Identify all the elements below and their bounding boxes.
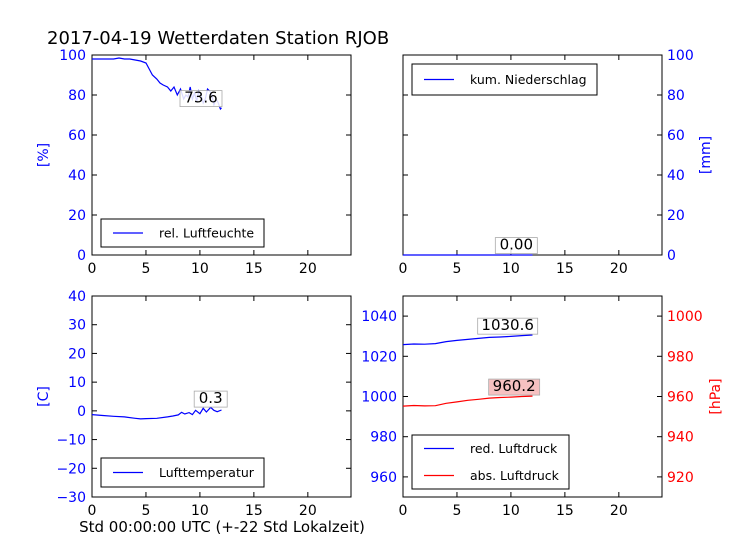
y-tick-label: 40 (68, 289, 86, 305)
y-tick-label: 960 (370, 470, 397, 486)
annotation-box (179, 90, 223, 107)
annotation-label: 0.00 (500, 236, 533, 254)
panel-top-right: 0 5 10 15 20 0 20 40 60 80 100 [mm] 0.00 kum. Nieders… (399, 48, 714, 277)
x-tick-label: 20 (610, 503, 628, 519)
y-tick-label: 80 (68, 88, 86, 104)
y-tick-label: 960 (667, 390, 694, 406)
y-tick-label: 1000 (667, 309, 703, 325)
y-tick-label: 30 (68, 318, 86, 334)
x-tick-label: 20 (299, 261, 317, 277)
y-tick-label: −10 (56, 433, 86, 449)
y-tick-label: 10 (68, 375, 86, 391)
x-tick-label: 0 (399, 261, 408, 277)
annotation-label: 0.3 (199, 389, 223, 407)
x-tick-label: 20 (610, 261, 628, 277)
y-tick-label: 1040 (361, 309, 397, 325)
y-tick-label: 60 (667, 128, 685, 144)
y-tick-label: 940 (667, 430, 694, 446)
legend-label: Lufttemperatur (159, 465, 255, 480)
plot-frame (91, 295, 352, 498)
annotation-box (477, 317, 539, 335)
annotation-label: 73.6 (184, 89, 217, 107)
x-tick-label: 15 (556, 261, 574, 277)
x-tick-label: 5 (452, 261, 461, 277)
annotation-label: 1030.6 (481, 316, 534, 334)
annotation-box (488, 378, 541, 396)
y-axis-label: [mm] (698, 136, 714, 174)
y-tick-label: −30 (56, 490, 86, 506)
y-tick-label: 40 (68, 168, 86, 184)
y-tick-label: 1020 (361, 349, 397, 365)
x-tick-label: 10 (502, 261, 520, 277)
x-tick-label: 10 (191, 503, 209, 519)
x-tick-label: 5 (452, 503, 461, 519)
x-tick-label: 5 (141, 261, 150, 277)
y-tick-label: 20 (68, 346, 86, 362)
x-tick-label: 15 (245, 503, 263, 519)
plot-frame (91, 54, 352, 256)
y-tick-label: 0 (77, 404, 86, 420)
x-tick-label: 15 (556, 503, 574, 519)
series-line-lufttemperatur (91, 406, 222, 420)
x-tick-label: 0 (88, 503, 97, 519)
y-axis-label: [C] (36, 386, 52, 407)
series-line-abs-luftdruck (402, 395, 533, 407)
x-axis-label: Std 00:00:00 UTC (+-22 Std Lokalzeit) (79, 518, 365, 536)
legend-label: red. Luftdruck (470, 441, 558, 456)
annotation-box (193, 390, 228, 408)
y-tick-label: 0 (667, 248, 676, 264)
annotation-label: 960.2 (493, 377, 536, 395)
y-tick-label: 40 (667, 168, 685, 184)
series-line-red-luftdruck (402, 334, 533, 346)
y-tick-label: 20 (68, 208, 86, 224)
panel-top-left: 0 5 10 15 20 0 20 40 60 80 100 [%] 73.6 rel. Luftfeuc… (36, 48, 352, 277)
y-tick-label: 980 (370, 430, 397, 446)
legend-label: kum. Niederschlag (470, 72, 587, 87)
x-tick-label: 10 (502, 503, 520, 519)
y-tick-label: 100 (59, 48, 86, 64)
y-axis-label: [hPa] (708, 378, 724, 414)
legend-label: rel. Luftfeuchte (159, 226, 254, 241)
y-tick-label: 20 (667, 208, 685, 224)
x-tick-label: 15 (245, 261, 263, 277)
y-tick-label: 100 (667, 48, 694, 64)
y-tick-label: 80 (667, 88, 685, 104)
y-tick-label: 60 (68, 128, 86, 144)
legend-label: abs. Luftdruck (470, 468, 560, 483)
panel-bottom-left: 0 5 10 15 20 −30 −20 −10 0 10 20 30 40 [C] 0.3 Lufttemp… (36, 289, 352, 519)
y-tick-label: −20 (56, 461, 86, 477)
annotation-box (494, 237, 538, 255)
x-tick-label: 0 (88, 261, 97, 277)
y-tick-label: 1000 (361, 390, 397, 406)
panel-bottom-right: 0 5 10 15 20 960 980 1000 1020 1040 920 940 960 980 10… (361, 295, 724, 519)
x-tick-label: 10 (191, 261, 209, 277)
y-tick-label: 980 (667, 349, 694, 365)
legend-box (411, 434, 570, 490)
x-tick-label: 0 (399, 503, 408, 519)
y-axis-label: [%] (36, 143, 52, 167)
x-tick-label: 20 (299, 503, 317, 519)
y-tick-label: 920 (667, 470, 694, 486)
figure-title: 2017-04-19 Wetterdaten Station RJOB (47, 28, 389, 49)
x-tick-label: 5 (141, 503, 150, 519)
y-tick-label: 0 (77, 248, 86, 264)
